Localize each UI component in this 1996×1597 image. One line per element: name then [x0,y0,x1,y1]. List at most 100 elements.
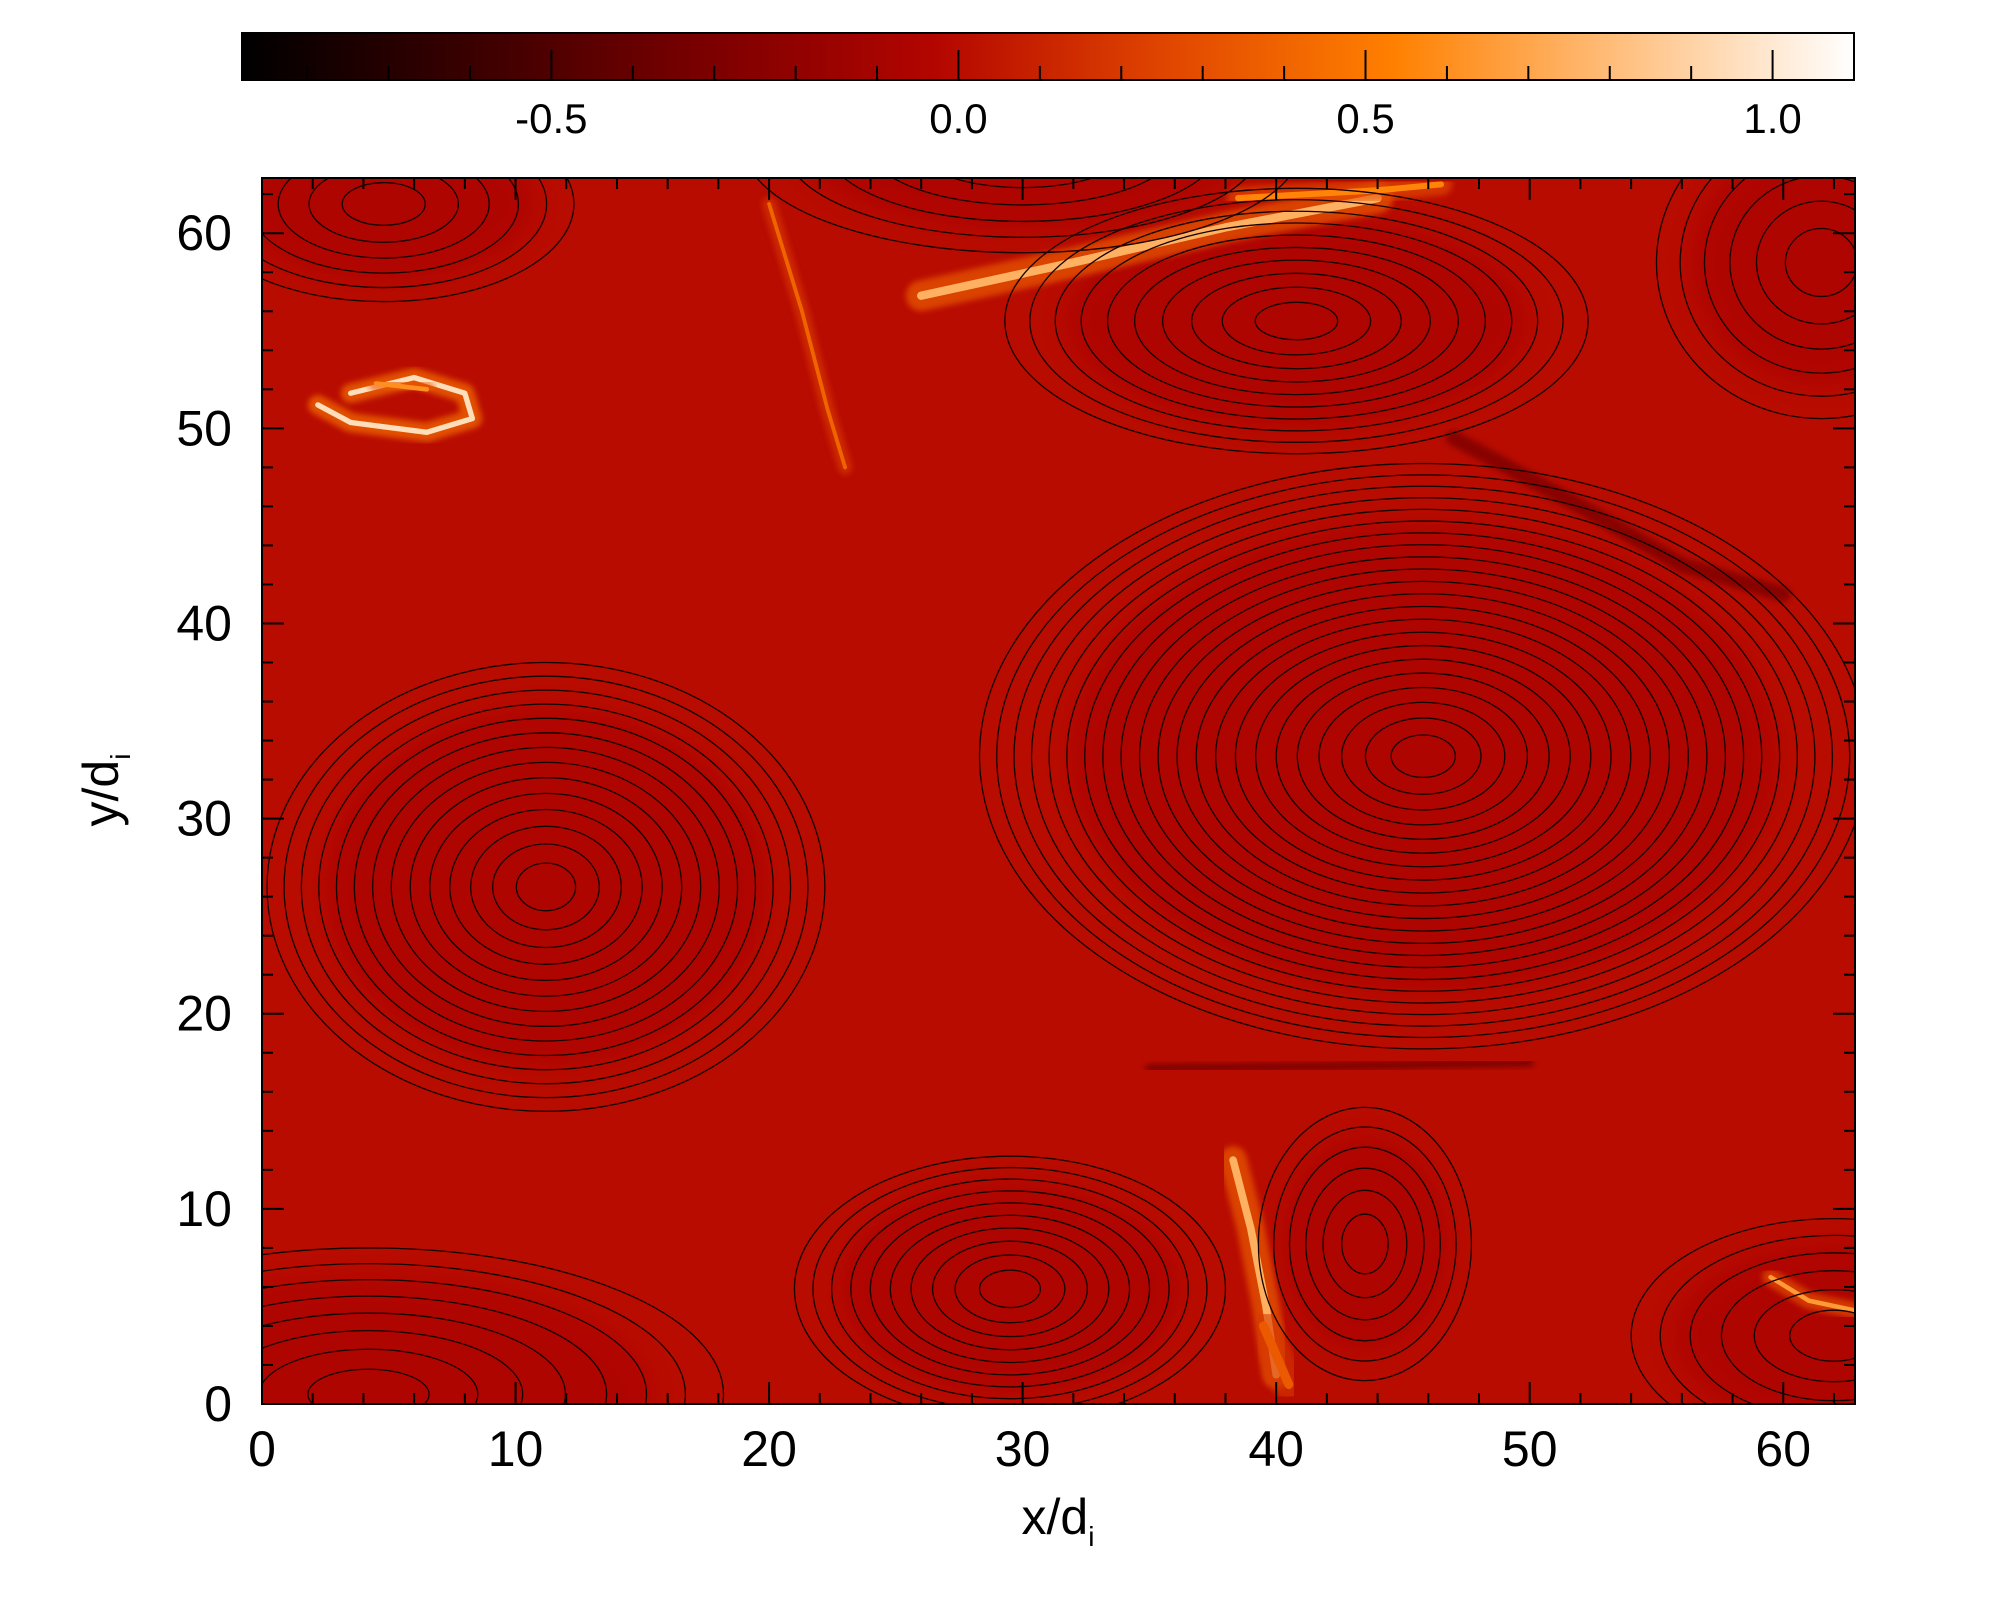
field-line [1729,178,1855,350]
field-line [843,178,1203,223]
field-line [1689,1252,1855,1404]
colorbar: -0.5 0.0 0.5 1.0 [241,32,1855,142]
current-sheet [373,381,430,392]
field-line [283,675,809,1099]
field-line [429,792,663,982]
dark-current-sheet [1144,1058,1535,1073]
x-tick-label: 0 [248,1421,276,1477]
field-line [1157,580,1689,932]
field-line [515,862,577,912]
field-line [390,761,702,1013]
y-tick-label: 30 [176,791,232,847]
field-line [335,717,757,1057]
field-line [262,1279,648,1404]
colorbar-tick-label: 0.5 [1336,95,1394,142]
field-line [1257,1106,1473,1382]
field-line [308,178,460,243]
field-line [979,462,1855,1050]
x-tick-label: 10 [488,1421,544,1477]
field-line [1176,593,1671,920]
field-line [954,1254,1066,1324]
field-line [1030,497,1816,1016]
field-line [910,1227,1110,1351]
field-line [1753,1289,1855,1383]
field-line [1364,717,1482,795]
field-line [1703,178,1855,374]
field-line [1630,1217,1855,1404]
field-line [1234,631,1612,881]
field-line [409,777,683,997]
field-line [372,746,720,1028]
field-line [353,732,739,1042]
colorbar-tick-label: 0.0 [929,95,987,142]
field-line [341,182,426,226]
field-line [1296,672,1550,840]
field-line [1390,734,1456,779]
field-line [262,1330,524,1404]
y-tick-label: 50 [176,400,232,456]
plot-area: 0 10 20 30 40 50 60 0 10 20 30 40 50 60 [176,177,1856,1477]
y-tick-label: 20 [176,986,232,1042]
current-sheet [315,374,476,435]
field-line [1195,605,1651,907]
field-line [1054,210,1539,432]
field-line [1341,1213,1389,1275]
x-tick-label: 60 [1755,1421,1811,1477]
field-line [850,1190,1170,1388]
plot-frame [261,177,1856,1405]
current-sheet [1235,181,1445,202]
field-line [1161,259,1431,383]
field-line [1789,1309,1855,1362]
field-line [869,1202,1151,1376]
field-line [1340,701,1506,811]
field-line [812,1166,1208,1404]
field-line [1275,658,1571,854]
x-tick-label: 20 [741,1421,797,1477]
island-core [837,1182,1183,1396]
field-line [1133,246,1459,396]
field-line [1221,286,1372,356]
field-line [1013,485,1834,1027]
field-line [1288,1146,1441,1342]
current-sheet [917,193,1382,300]
y-tick-label: 60 [176,205,232,261]
field-line [1004,187,1589,455]
field-line [1273,1126,1457,1362]
field-line [277,178,490,259]
x-axis-title: x/di [1022,1489,1095,1552]
field-line [1080,222,1513,420]
field-line [1305,1167,1425,1321]
field-line [1318,686,1529,826]
x-tick-label: 50 [1502,1421,1558,1477]
field-line [1066,520,1781,992]
colorbar-tick-label: 1.0 [1743,95,1801,142]
colorbar-tick-label: -0.5 [515,95,587,142]
field-line [798,178,1247,238]
y-axis: 0 10 20 30 40 50 60 [176,193,1855,1432]
field-line [470,825,622,949]
x-axis: 0 10 20 30 40 50 60 [248,178,1835,1477]
field-line [1254,301,1339,341]
field-line [262,1247,725,1404]
field-line [1048,508,1798,1004]
field-line [1679,178,1855,397]
field-line [266,661,826,1112]
field-lines [262,178,1855,1404]
field-line [1120,556,1727,957]
field-line [793,1155,1227,1404]
field-line [262,178,520,274]
y-tick-label: 0 [204,1376,232,1432]
y-tick-label: 10 [176,1181,232,1237]
field-line [1254,644,1592,868]
y-tick-label: 40 [176,595,232,651]
field-line [1214,618,1632,894]
field-line [756,178,1290,254]
field-line [1190,272,1402,370]
island-core [262,178,536,282]
field-line [262,178,548,289]
current-sheet [1768,1274,1855,1313]
field-line [978,1269,1041,1309]
field-line [1659,1234,1855,1404]
field-line [262,1348,479,1404]
